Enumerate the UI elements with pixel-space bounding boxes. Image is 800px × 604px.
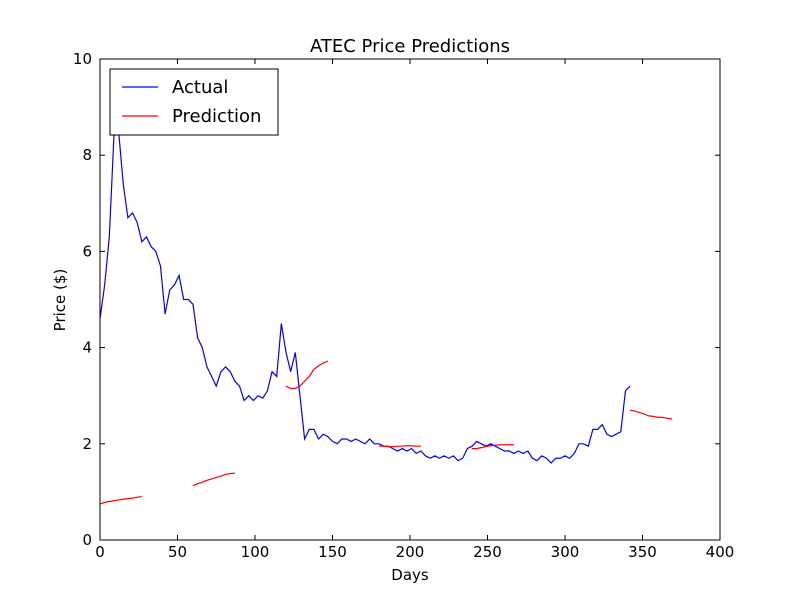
legend-box — [109, 68, 279, 136]
series-line — [472, 444, 514, 450]
x-axis-label: Days — [391, 566, 429, 584]
y-tick-label: 8 — [82, 146, 92, 164]
y-tick-label: 10 — [73, 50, 92, 68]
x-tick-label: 50 — [168, 543, 187, 561]
series-line — [99, 129, 631, 464]
x-tick-label: 300 — [551, 543, 580, 561]
series-line — [379, 445, 421, 448]
series-line — [629, 409, 673, 420]
plot-frame — [99, 58, 721, 541]
x-tick-label: 150 — [318, 543, 347, 561]
y-tick-label: 4 — [82, 339, 92, 357]
x-tick-label: 350 — [628, 543, 657, 561]
legend-label: Actual — [172, 77, 228, 98]
y-tick-label: 6 — [82, 242, 92, 260]
series-line — [285, 360, 329, 390]
x-tick-label: 0 — [95, 543, 105, 561]
chart-title: ATEC Price Predictions — [310, 36, 510, 57]
x-tick-label: 100 — [241, 543, 270, 561]
x-tick-label: 400 — [706, 543, 735, 561]
x-tick-label: 250 — [473, 543, 502, 561]
y-tick-label: 0 — [82, 531, 92, 549]
legend-label: Prediction — [172, 106, 261, 127]
series-line — [99, 496, 142, 505]
y-axis-label: Price ($) — [51, 269, 69, 332]
x-tick-label: 200 — [396, 543, 425, 561]
series-line — [192, 472, 235, 487]
y-tick-label: 2 — [82, 435, 92, 453]
